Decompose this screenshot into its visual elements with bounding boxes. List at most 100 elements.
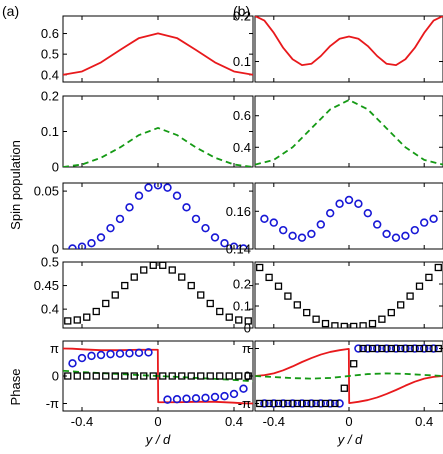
data-point-circle	[68, 244, 77, 249]
data-point-circle	[77, 242, 87, 249]
series-3	[256, 344, 442, 408]
data-point-circle	[210, 233, 220, 242]
data-point-circle	[344, 195, 354, 205]
data-point-square	[149, 262, 157, 269]
data-point-circle	[96, 350, 106, 360]
y-tick-label: 0	[244, 369, 251, 384]
y-tick-label: 0.4	[41, 67, 59, 82]
data-point-square	[102, 372, 110, 380]
data-point-circle	[153, 183, 163, 190]
data-point-square	[73, 372, 81, 380]
data-point-circle	[382, 229, 391, 239]
data-point-circle	[288, 399, 297, 408]
data-point-square	[340, 322, 348, 328]
data-point-square	[321, 399, 330, 408]
y-tick-label: -π	[238, 396, 251, 411]
data-point-square	[121, 372, 129, 380]
axes-frame	[62, 95, 254, 168]
series-2	[68, 348, 248, 404]
data-point-square	[121, 281, 129, 290]
data-point-square	[425, 273, 433, 282]
y-tick-label: 0.05	[34, 184, 59, 199]
data-point-square	[359, 344, 367, 353]
y-tick-label: 0	[52, 369, 59, 384]
data-point-square	[111, 291, 119, 299]
data-point-square	[73, 316, 81, 324]
x-tick-label: 0	[154, 414, 161, 429]
data-point-square	[168, 266, 176, 274]
data-point-circle	[191, 394, 201, 403]
data-point-circle	[239, 244, 248, 249]
data-point-square	[434, 344, 442, 353]
subplot-b-2: 0.4 0.6	[233, 95, 443, 168]
data-point-square	[312, 399, 320, 408]
data-point-circle	[106, 223, 115, 233]
data-point-square	[350, 322, 358, 328]
data-point-square	[340, 384, 348, 392]
x-tick-label: -0.4	[263, 414, 285, 429]
data-point-square	[274, 399, 283, 408]
data-point-square	[303, 399, 311, 408]
series-0	[64, 262, 252, 325]
y-tick-label: 0.2	[233, 277, 251, 292]
data-point-circle	[354, 344, 363, 353]
data-point-circle	[401, 344, 410, 353]
data-point-square	[293, 399, 301, 408]
data-point-square	[331, 322, 339, 328]
y-tick-label: 0.4	[233, 140, 251, 155]
x-tick-label: 0.4	[415, 414, 433, 429]
data-point-circle	[307, 399, 316, 408]
subplot-a-4: 0.4 0.45 0.5	[34, 255, 254, 329]
y-tick-label: π	[242, 341, 251, 356]
data-point-circle	[410, 225, 419, 235]
data-point-circle	[420, 218, 429, 227]
data-point-circle	[297, 399, 307, 408]
y-tick-label: 0.1	[41, 124, 59, 139]
data-point-square	[434, 263, 442, 272]
series-0	[260, 195, 438, 242]
data-point-square	[83, 372, 91, 380]
y-tick-label: 0.6	[233, 108, 251, 123]
data-point-square	[225, 313, 233, 321]
data-point-square	[140, 372, 148, 380]
data-point-circle	[163, 395, 172, 404]
data-point-circle	[326, 208, 335, 218]
data-point-square	[235, 372, 243, 380]
data-point-circle	[144, 183, 153, 192]
data-point-square	[92, 372, 100, 380]
data-point-square	[206, 372, 214, 380]
series-2	[260, 344, 438, 408]
y-tick-label: 0.1	[233, 299, 251, 314]
data-point-square	[406, 344, 414, 353]
data-point-circle	[429, 344, 438, 353]
data-point-circle	[288, 231, 297, 241]
x-tick-label: 0	[345, 414, 352, 429]
data-point-square	[312, 315, 320, 323]
data-point-square	[140, 266, 148, 274]
data-point-circle	[77, 353, 87, 363]
series-line-dashed	[255, 372, 443, 380]
series-3	[64, 372, 252, 380]
data-point-circle	[410, 344, 419, 353]
y-axis-label-spin-population: Spin population	[8, 140, 23, 230]
y-tick-label: 0.14	[226, 242, 251, 257]
data-point-circle	[68, 359, 77, 368]
data-point-circle	[260, 214, 269, 224]
data-point-circle	[307, 229, 316, 239]
data-point-square	[244, 317, 252, 325]
data-point-circle	[96, 233, 106, 242]
data-point-square	[187, 281, 195, 290]
data-point-circle	[134, 348, 144, 358]
series-line-dashed	[63, 127, 253, 167]
data-point-circle	[115, 214, 125, 224]
y-tick-label: 0.45	[34, 278, 59, 293]
y-tick-label: -π	[46, 396, 59, 411]
subplot-b-5: -0.4 0 0.4 π 0 -π	[238, 340, 443, 429]
data-point-circle	[316, 399, 325, 408]
panel-label-a: (a)	[2, 3, 19, 19]
axes-frame	[254, 95, 443, 168]
data-point-square	[149, 372, 157, 380]
data-point-circle	[115, 349, 125, 358]
data-point-square	[64, 317, 72, 325]
data-point-circle	[87, 351, 96, 361]
